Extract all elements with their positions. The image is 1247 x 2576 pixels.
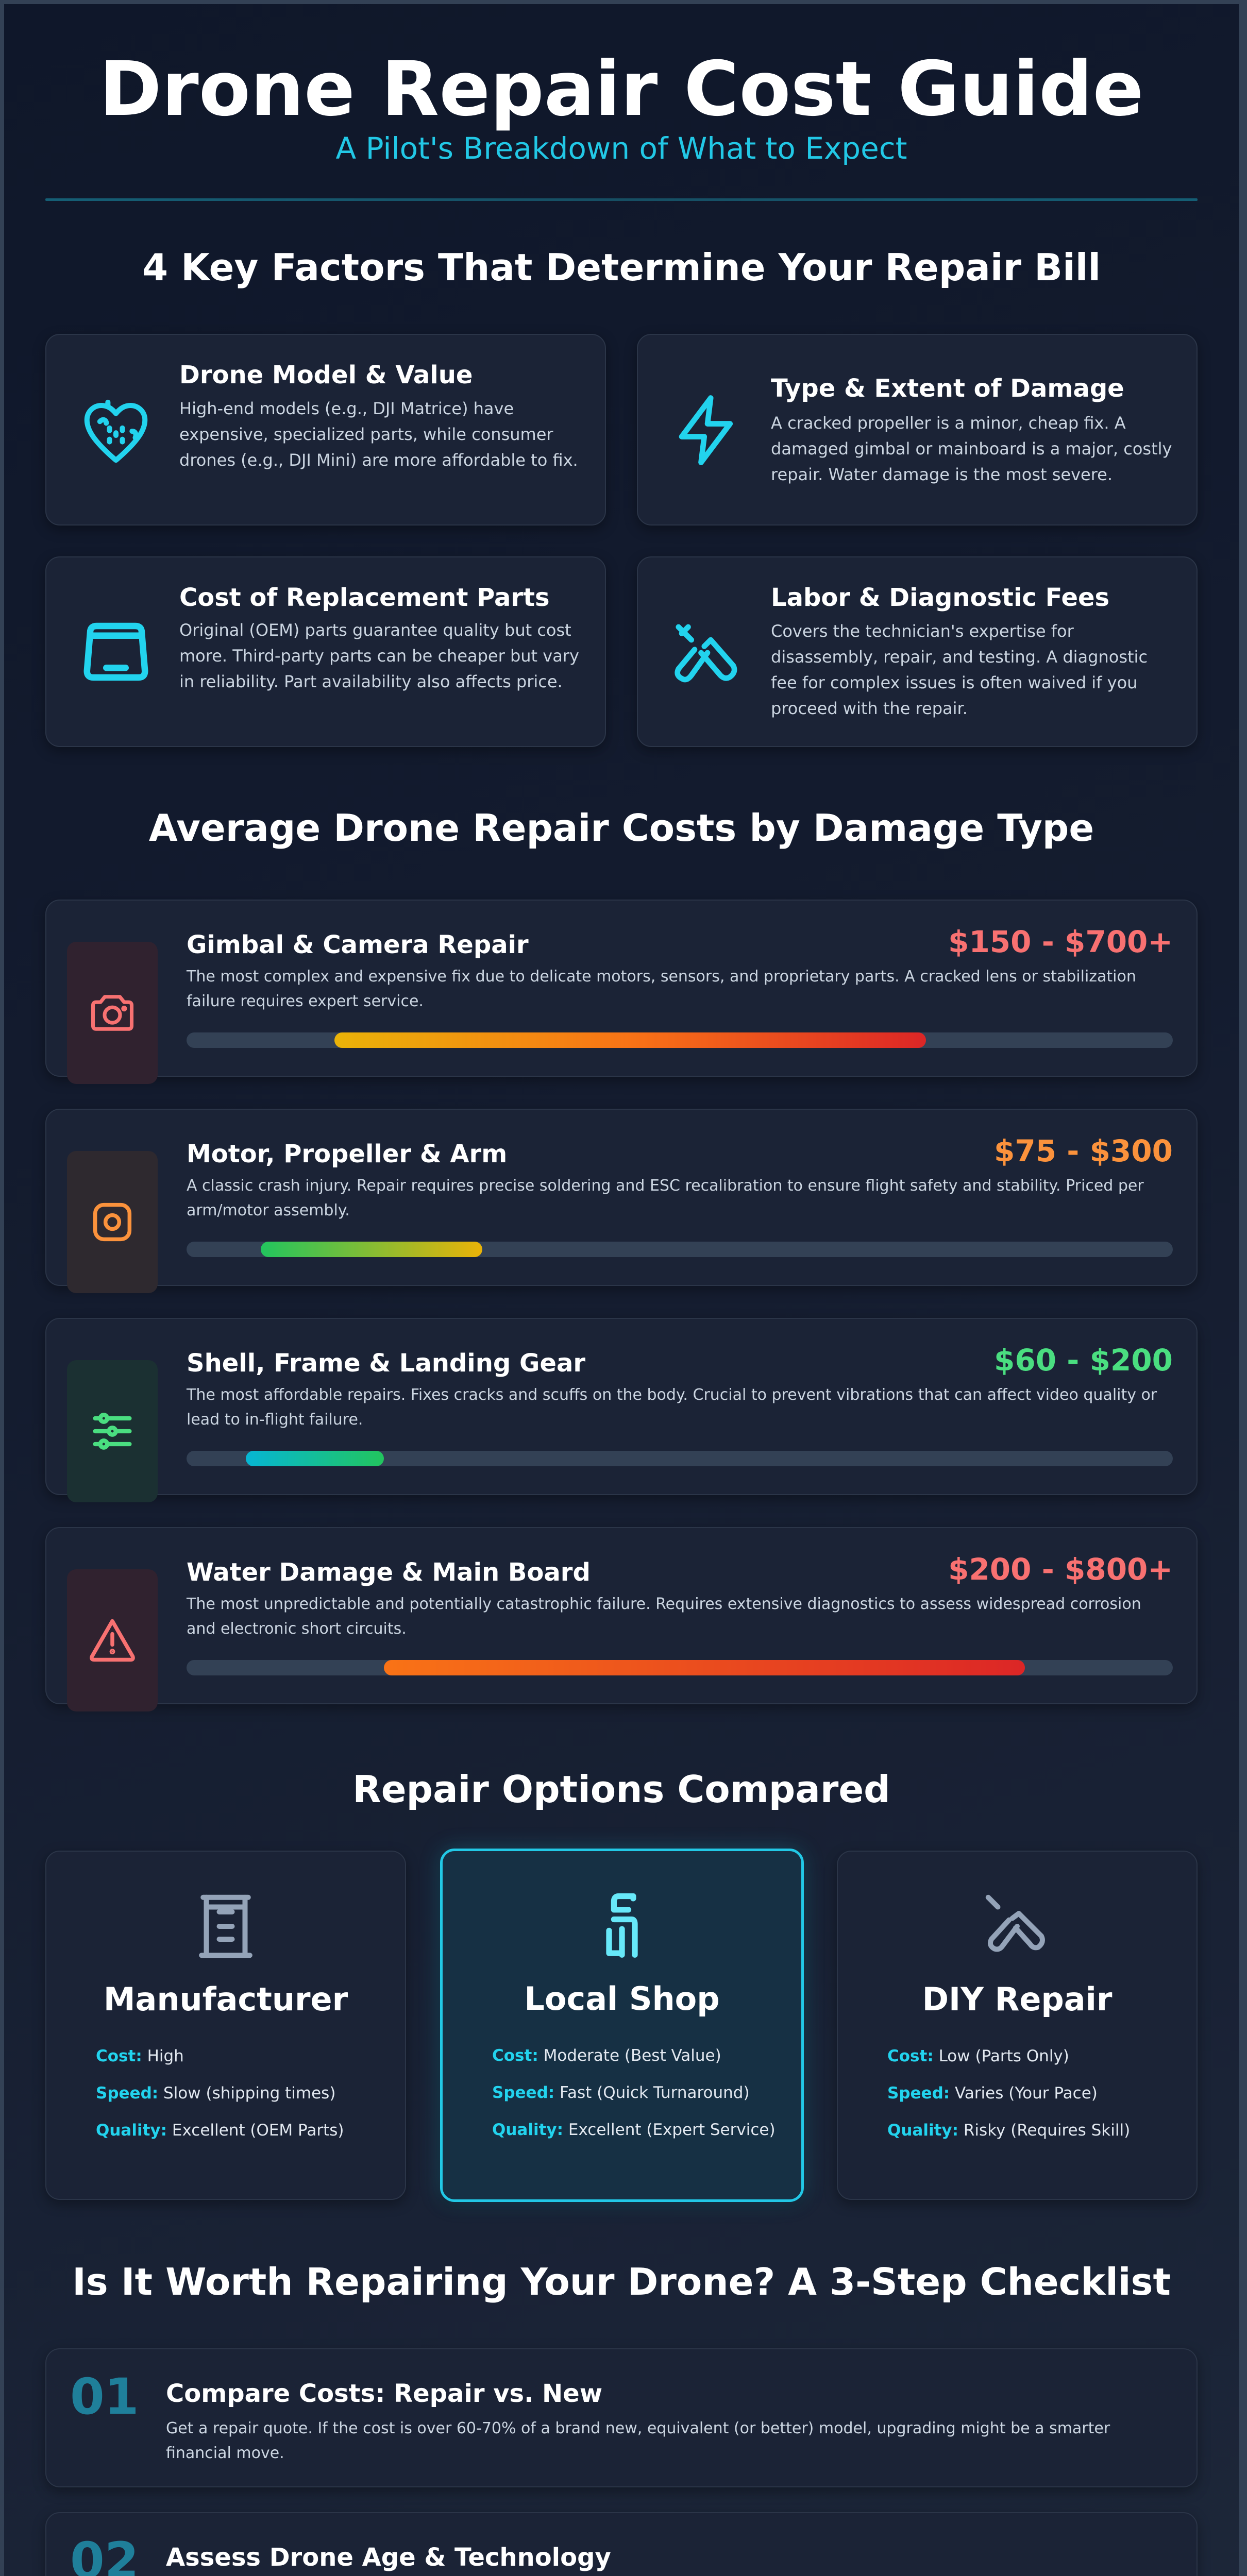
step-description: Get a repair quote. If the cost is over … bbox=[166, 2419, 1110, 2462]
option-title: DIY Repair bbox=[922, 1980, 1113, 2018]
sliders-icon bbox=[93, 1413, 132, 1450]
option-cost: Cost: Low (Parts Only) bbox=[887, 2047, 1069, 2065]
factor-title: Type & Extent of Damage bbox=[771, 374, 1124, 403]
factor-description: Original (OEM) parts guarantee quality b… bbox=[179, 620, 579, 691]
shop-icon bbox=[606, 1893, 638, 1958]
page-title: Drone Repair Cost Guide bbox=[99, 45, 1144, 133]
factors-heading: 4 Key Factors That Determine Your Repair… bbox=[142, 246, 1101, 289]
cost-card-gimbal-camera: Gimbal & Camera Repair $150 - $700+ The … bbox=[45, 900, 1198, 1084]
option-quality: Quality: Risky (Requires Skill) bbox=[887, 2121, 1131, 2140]
option-title: Manufacturer bbox=[103, 1980, 348, 2018]
option-speed: Speed: Varies (Your Pace) bbox=[887, 2084, 1098, 2103]
infographic-page: Drone Repair Cost Guide A Pilot's Breakd… bbox=[4, 4, 1239, 2576]
option-attributes: Cost: Low (Parts Only) Speed: Varies (Yo… bbox=[887, 2043, 1176, 2155]
cost-title: Motor, Propeller & Arm bbox=[187, 1140, 508, 1168]
cost-price: $60 - $200 bbox=[994, 1343, 1173, 1378]
costs-heading: Average Drone Repair Costs by Damage Typ… bbox=[148, 806, 1094, 850]
factor-description: High-end models (e.g., DJI Matrice) have… bbox=[179, 399, 578, 470]
cost-description: The most affordable repairs. Fixes crack… bbox=[187, 1386, 1157, 1429]
option-quality: Quality: Excellent (Expert Service) bbox=[492, 2121, 776, 2139]
icon-box bbox=[67, 1360, 158, 1502]
cost-title: Water Damage & Main Board bbox=[187, 1558, 591, 1587]
factor-card-drone-model: Drone Model & Value High-end models (e.g… bbox=[45, 334, 606, 526]
cost-title: Gimbal & Camera Repair bbox=[187, 930, 529, 959]
cost-range-fill bbox=[383, 1660, 1025, 1675]
step-title: Compare Costs: Repair vs. New bbox=[166, 2379, 603, 2408]
cost-range-fill bbox=[260, 1242, 483, 1257]
factor-card-replacement-parts: Cost of Replacement Parts Original (OEM)… bbox=[45, 556, 606, 747]
option-attributes: Cost: High Speed: Slow (shipping times) … bbox=[96, 2043, 384, 2155]
factor-title: Drone Model & Value bbox=[179, 361, 473, 389]
warning-triangle-icon bbox=[90, 1619, 135, 1662]
option-cost: Cost: Moderate (Best Value) bbox=[492, 2046, 721, 2065]
cost-card-water-damage: Water Damage & Main Board $200 - $800+ T… bbox=[45, 1527, 1198, 1711]
cost-price: $75 - $300 bbox=[994, 1133, 1173, 1168]
factor-title: Labor & Diagnostic Fees bbox=[771, 583, 1110, 612]
factor-card-labor-fees: Labor & Diagnostic Fees Covers the techn… bbox=[637, 556, 1198, 747]
icon-box bbox=[67, 942, 158, 1084]
lightning-bolt-icon bbox=[679, 395, 733, 465]
cost-range-bar bbox=[187, 1451, 1173, 1466]
cost-description: The most complex and expensive fix due t… bbox=[187, 968, 1136, 1010]
icon-box bbox=[67, 1151, 158, 1293]
step-number: 01 bbox=[70, 2368, 139, 2426]
tools-icon bbox=[675, 624, 737, 683]
option-attributes: Cost: Moderate (Best Value) Speed: Fast … bbox=[492, 2043, 781, 2154]
step-number: 02 bbox=[70, 2532, 139, 2576]
factor-card-damage-type: Type & Extent of Damage A cracked propel… bbox=[637, 334, 1198, 526]
option-card-manufacturer: Manufacturer Cost: High Speed: Slow (shi… bbox=[45, 1851, 406, 2200]
cost-card-motor-propeller: Motor, Propeller & Arm $75 - $300 A clas… bbox=[45, 1109, 1198, 1293]
option-card-local-shop: Local Shop Cost: Moderate (Best Value) S… bbox=[440, 1849, 804, 2202]
cost-range-bar bbox=[187, 1242, 1173, 1257]
option-speed: Speed: Fast (Quick Turnaround) bbox=[492, 2083, 750, 2102]
option-cost: Cost: High bbox=[96, 2047, 184, 2065]
cost-card-shell-frame: Shell, Frame & Landing Gear $60 - $200 T… bbox=[45, 1318, 1198, 1502]
factor-title: Cost of Replacement Parts bbox=[179, 583, 550, 612]
cost-range-bar bbox=[187, 1660, 1173, 1675]
header-divider bbox=[45, 198, 1198, 201]
step-title: Assess Drone Age & Technology bbox=[166, 2543, 611, 2572]
cost-range-fill bbox=[334, 1032, 926, 1048]
tools-icon bbox=[985, 1894, 1045, 1952]
checklist-step-2: 02 Assess Drone Age & Technology Conside… bbox=[45, 2512, 1198, 2576]
page-subtitle: A Pilot's Breakdown of What to Expect bbox=[335, 131, 907, 166]
option-title: Local Shop bbox=[524, 1980, 720, 2018]
building-icon bbox=[199, 1894, 252, 1958]
motor-icon bbox=[93, 1202, 132, 1242]
cost-range-bar bbox=[187, 1032, 1173, 1048]
option-card-diy: DIY Repair Cost: Low (Parts Only) Speed:… bbox=[837, 1851, 1198, 2200]
icon-box bbox=[67, 1569, 158, 1711]
cost-title: Shell, Frame & Landing Gear bbox=[187, 1349, 585, 1378]
checklist-step-1: 01 Compare Costs: Repair vs. New Get a r… bbox=[45, 2348, 1198, 2487]
cost-price: $150 - $700+ bbox=[948, 924, 1173, 959]
checklist-heading: Is It Worth Repairing Your Drone? A 3-St… bbox=[72, 2260, 1171, 2303]
cost-price: $200 - $800+ bbox=[948, 1552, 1173, 1587]
cost-description: A classic crash injury. Repair requires … bbox=[187, 1177, 1144, 1219]
drone-heart-icon bbox=[84, 399, 148, 463]
factor-description: Covers the technician's expertise for di… bbox=[771, 621, 1148, 718]
cost-range-fill bbox=[245, 1451, 384, 1466]
option-speed: Speed: Slow (shipping times) bbox=[96, 2084, 336, 2103]
component-box-icon bbox=[83, 622, 148, 681]
camera-icon bbox=[91, 995, 134, 1031]
factor-description: A cracked propeller is a minor, cheap fi… bbox=[771, 413, 1172, 484]
cost-description: The most unpredictable and potentially c… bbox=[187, 1595, 1141, 1638]
options-heading: Repair Options Compared bbox=[352, 1768, 890, 1811]
option-quality: Quality: Excellent (OEM Parts) bbox=[96, 2121, 344, 2140]
